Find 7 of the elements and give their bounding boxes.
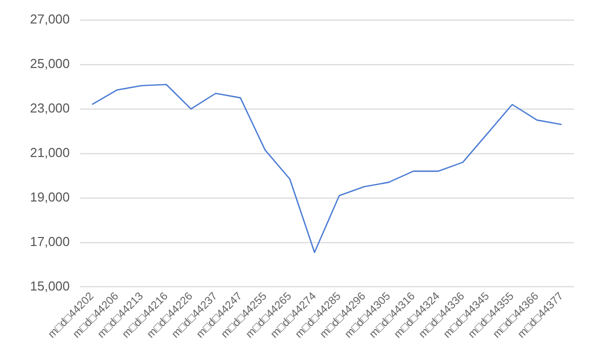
y-tick-label: 15,000 <box>30 278 70 294</box>
y-tick-label: 19,000 <box>30 189 70 204</box>
y-tick-label: 21,000 <box>30 144 70 160</box>
y-tick-label: 23,000 <box>30 100 70 116</box>
y-tick-label: 25,000 <box>30 56 70 72</box>
y-tick-label: 27,000 <box>30 12 70 27</box>
y-tick-label: 17,000 <box>30 234 70 249</box>
